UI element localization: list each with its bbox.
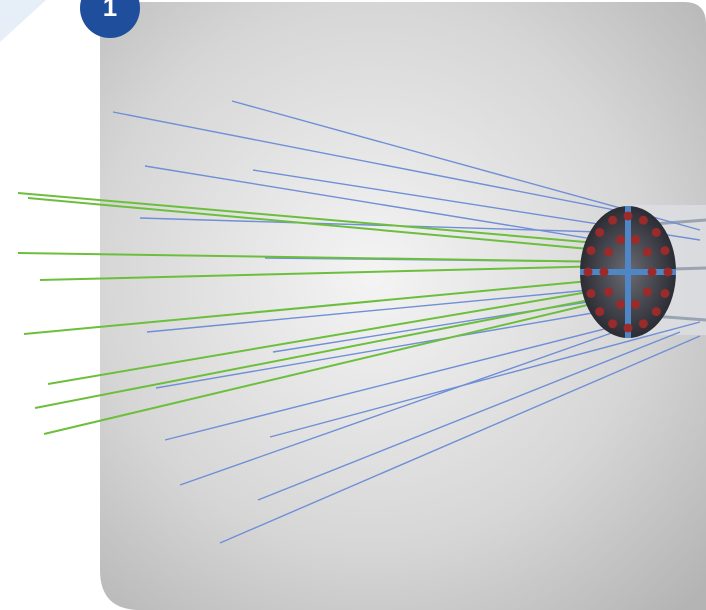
cutter-disc [608, 215, 618, 225]
blue-ray [144, 165, 661, 251]
cutter-disc [638, 215, 648, 225]
badge [80, 0, 140, 38]
green-ray [17, 252, 621, 263]
blue-ray [257, 331, 681, 501]
cutter-disc [630, 299, 640, 309]
cutter-disc [660, 246, 670, 256]
cutter-disc [630, 235, 640, 245]
green-ray [34, 295, 611, 409]
green-ray [23, 279, 601, 335]
blue-ray [139, 217, 601, 233]
blue-ray [155, 309, 611, 389]
green-ray [17, 192, 621, 246]
rays [17, 100, 701, 544]
cutter-disc [663, 267, 673, 277]
badge-label: 1 [103, 0, 117, 22]
cutter-disc [595, 307, 605, 317]
cutter-disc [616, 235, 626, 245]
green-ray [47, 289, 601, 385]
cutter-disc [623, 323, 633, 333]
blue-ray [112, 111, 641, 216]
cutter-disc [647, 267, 657, 277]
blue-ray [179, 329, 621, 486]
green-ray [39, 265, 611, 281]
cutter-disc [651, 307, 661, 317]
cutter-disc [583, 267, 593, 277]
cutter-disc [586, 246, 596, 256]
cutter-disc [642, 247, 652, 257]
blue-ray [269, 321, 701, 438]
cutter-disc [638, 319, 648, 329]
cutter-disc [651, 227, 661, 237]
corner-decoration [0, 0, 46, 42]
cutter-disc [586, 288, 596, 298]
cutter-disc [604, 247, 614, 257]
cutterhead [580, 206, 676, 338]
cutter-disc [599, 267, 609, 277]
cutter-disc [623, 211, 633, 221]
green-ray [43, 301, 601, 435]
cutter-disc [608, 319, 618, 329]
blue-ray [219, 335, 701, 544]
cutter-disc [616, 299, 626, 309]
cutter-disc [642, 287, 652, 297]
blue-ray [164, 319, 641, 441]
cutter-disc [595, 227, 605, 237]
image-panel [100, 2, 706, 610]
blue-ray [146, 289, 591, 333]
green-ray [27, 197, 601, 251]
cutter-disc [604, 287, 614, 297]
cutter-disc [660, 288, 670, 298]
